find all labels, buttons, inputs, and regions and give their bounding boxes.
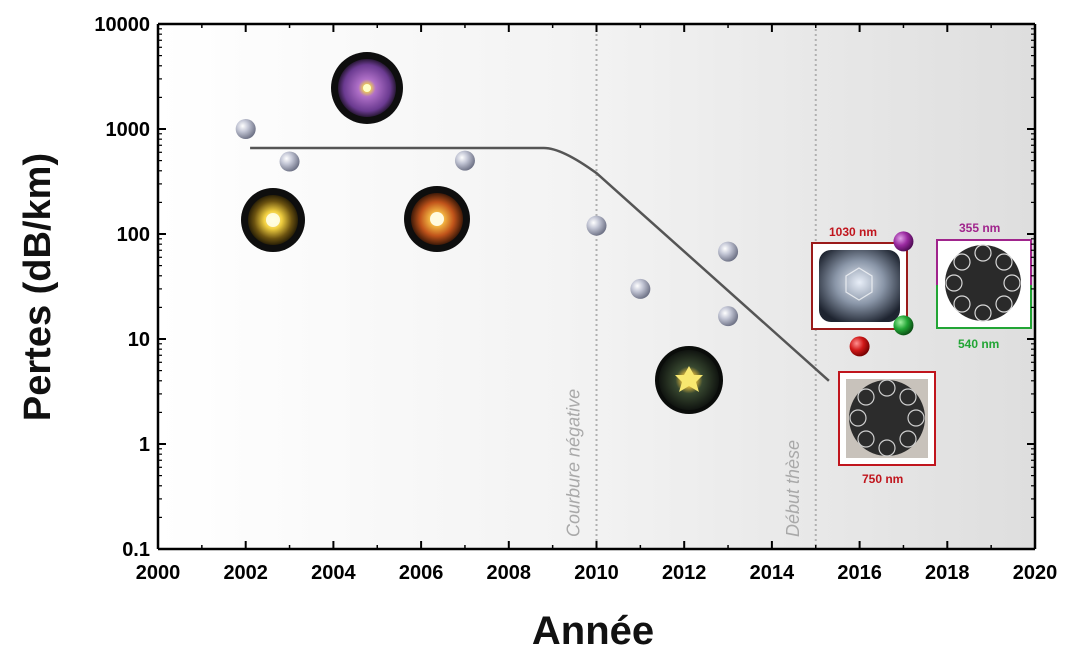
x-tick-label: 2004 [311, 562, 356, 584]
data-point-4 [630, 278, 651, 299]
y-tick-label: 1 [139, 434, 150, 456]
data-point-1 [279, 151, 300, 172]
x-tick-label: 2014 [750, 562, 795, 584]
y-tick-label: 10000 [94, 14, 150, 36]
fiber-image-355-540nm [936, 239, 1032, 329]
x-tick-label: 2020 [1013, 562, 1058, 584]
fiber-image-2006 [404, 186, 470, 252]
x-axis-title: Année [532, 609, 654, 653]
vertical-lines: Courbure négative Début thèse [564, 24, 817, 549]
y-tick-label: 1000 [106, 119, 151, 141]
data-point-0 [235, 119, 256, 139]
wavelength-label-750nm: 750 nm [862, 472, 903, 486]
data-points [235, 119, 914, 357]
x-tick-label: 2018 [925, 562, 970, 584]
data-point-5 [718, 241, 739, 262]
x-tick-label: 2006 [399, 562, 444, 584]
axes: 2000 2002 2004 2006 2008 2010 2012 2014 2016 2018… [94, 14, 1057, 584]
data-point-2 [454, 150, 475, 171]
x-tick-label: 2000 [136, 562, 181, 584]
fiber-image-2002 [241, 188, 305, 252]
wavelength-label-1030nm: 1030 nm [829, 225, 877, 239]
y-tick-label: 0.1 [122, 539, 150, 561]
colored-point-2 [893, 231, 914, 252]
x-tick-label: 2016 [837, 562, 882, 584]
y-tick-label: 10 [128, 329, 150, 351]
y-axis-title: Pertes (dB/km) [17, 153, 59, 421]
x-tick-label: 2012 [662, 562, 707, 584]
x-tick-label: 2008 [487, 562, 532, 584]
wavelength-label-355nm: 355 nm [959, 221, 1000, 235]
x-tick-label: 2010 [574, 562, 619, 584]
data-point-6 [718, 306, 739, 327]
vertical-line-label-0: Courbure négative [564, 389, 584, 537]
y-tick-label: 100 [117, 224, 150, 246]
x-tick-label: 2002 [223, 562, 268, 584]
wavelength-label-540nm: 540 nm [958, 337, 999, 351]
vertical-line-label-1: Début thèse [783, 440, 803, 537]
fiber-image-2012 [655, 346, 723, 414]
trend-line [250, 146, 830, 382]
fiber-image-750nm [838, 371, 936, 466]
data-point-3 [586, 215, 607, 236]
fiber-image-2004 [331, 52, 403, 124]
fiber-image-1030nm [811, 242, 908, 330]
colored-point-1 [893, 315, 914, 336]
colored-point-0 [849, 336, 870, 357]
